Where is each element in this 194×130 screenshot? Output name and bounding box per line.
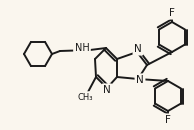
Text: NH: NH (75, 43, 89, 53)
Text: N: N (103, 85, 111, 95)
Text: CH₃: CH₃ (77, 93, 93, 102)
Text: F: F (169, 8, 175, 18)
Text: F: F (165, 115, 171, 125)
Text: N: N (136, 75, 144, 85)
Text: N: N (134, 44, 142, 54)
